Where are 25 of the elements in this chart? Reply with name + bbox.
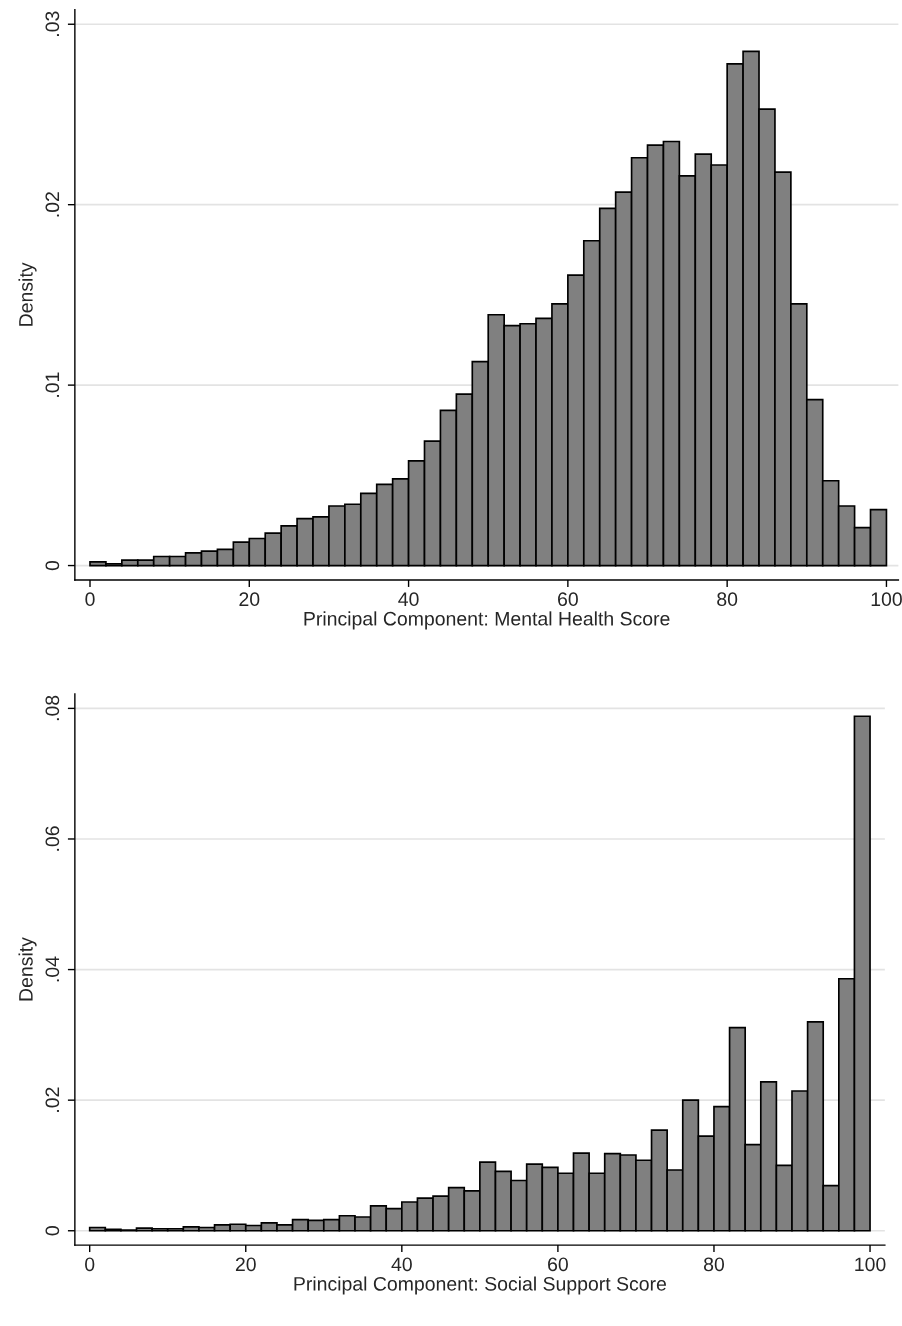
x-tick-label: 40 bbox=[398, 592, 419, 607]
x-tick-label: 100 bbox=[855, 1257, 886, 1272]
x-tick-label: 100 bbox=[871, 592, 902, 607]
y-tick-label: .01 bbox=[45, 372, 60, 397]
x-axis-title: Principal Component: Social Support Score bbox=[294, 1276, 666, 1295]
y-tick-label: .03 bbox=[45, 11, 60, 36]
x-tick-label: 80 bbox=[704, 1257, 725, 1272]
y-tick-label: .04 bbox=[45, 956, 60, 982]
y-tick-label: 0 bbox=[45, 560, 60, 571]
y-tick-label: .02 bbox=[45, 192, 60, 217]
y-axis-title: Density bbox=[18, 937, 37, 1001]
x-tick-label: 60 bbox=[548, 1257, 568, 1272]
y-axis-title: Density bbox=[18, 262, 37, 326]
y-tick-label: .08 bbox=[45, 695, 60, 721]
y-tick-label: .02 bbox=[45, 1087, 60, 1112]
x-tick-label: 60 bbox=[558, 592, 578, 607]
x-axis-title: Principal Component: Mental Health Score bbox=[304, 611, 670, 630]
x-tick-label: 20 bbox=[239, 592, 260, 607]
y-tick-label: .06 bbox=[45, 826, 60, 851]
x-tick-label: 40 bbox=[391, 1257, 412, 1272]
x-tick-label: 20 bbox=[235, 1257, 256, 1272]
y-tick-label: 0 bbox=[45, 1226, 60, 1236]
x-tick-label: 80 bbox=[717, 592, 738, 607]
x-tick-label: 0 bbox=[85, 592, 95, 607]
x-tick-label: 0 bbox=[85, 1257, 95, 1272]
